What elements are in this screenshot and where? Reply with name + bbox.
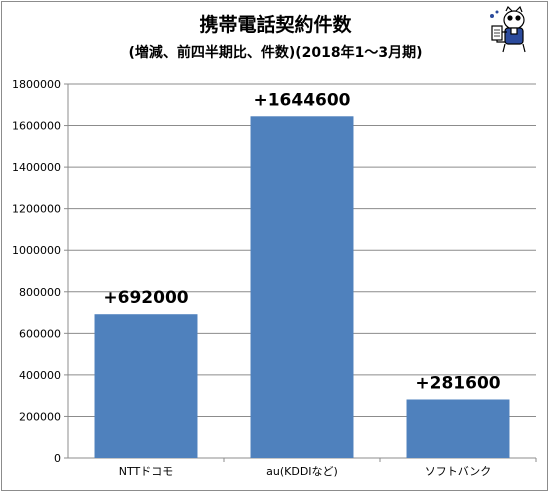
y-tick-label: 1000000 xyxy=(12,244,61,257)
data-label: +281600 xyxy=(415,373,500,393)
bar-layer xyxy=(94,116,510,458)
data-label: +692000 xyxy=(103,288,188,308)
y-tick-label: 800000 xyxy=(19,286,61,299)
y-tick-label: 1400000 xyxy=(12,161,61,174)
mascot-icon xyxy=(490,6,526,53)
bar-1 xyxy=(250,116,354,458)
bar-2 xyxy=(406,399,510,458)
y-tick-label: 200000 xyxy=(19,410,61,423)
y-tick-label: 1200000 xyxy=(12,203,61,216)
x-category-label: ソフトバンク xyxy=(425,465,492,478)
data-label: +1644600 xyxy=(253,90,350,110)
chart-title: 携帯電話契約件数 xyxy=(199,14,352,36)
y-tick-label: 1600000 xyxy=(12,120,61,133)
y-tick-label: 400000 xyxy=(19,369,61,382)
x-category-label: NTTドコモ xyxy=(119,465,173,478)
y-tick-label: 1800000 xyxy=(12,78,61,91)
y-tick-label: 600000 xyxy=(19,327,61,340)
bar-0 xyxy=(94,314,198,458)
x-category-label: au(KDDIなど) xyxy=(266,465,338,478)
y-tick-label: 0 xyxy=(54,452,61,465)
label-layer: NTTドコモ +692000 au(KDDIなど) +1644600 ソフトバンク +28… xyxy=(103,90,500,478)
chart-subtitle: (増減、前四半期比、件数)(2018年1～3月期) xyxy=(128,45,423,61)
